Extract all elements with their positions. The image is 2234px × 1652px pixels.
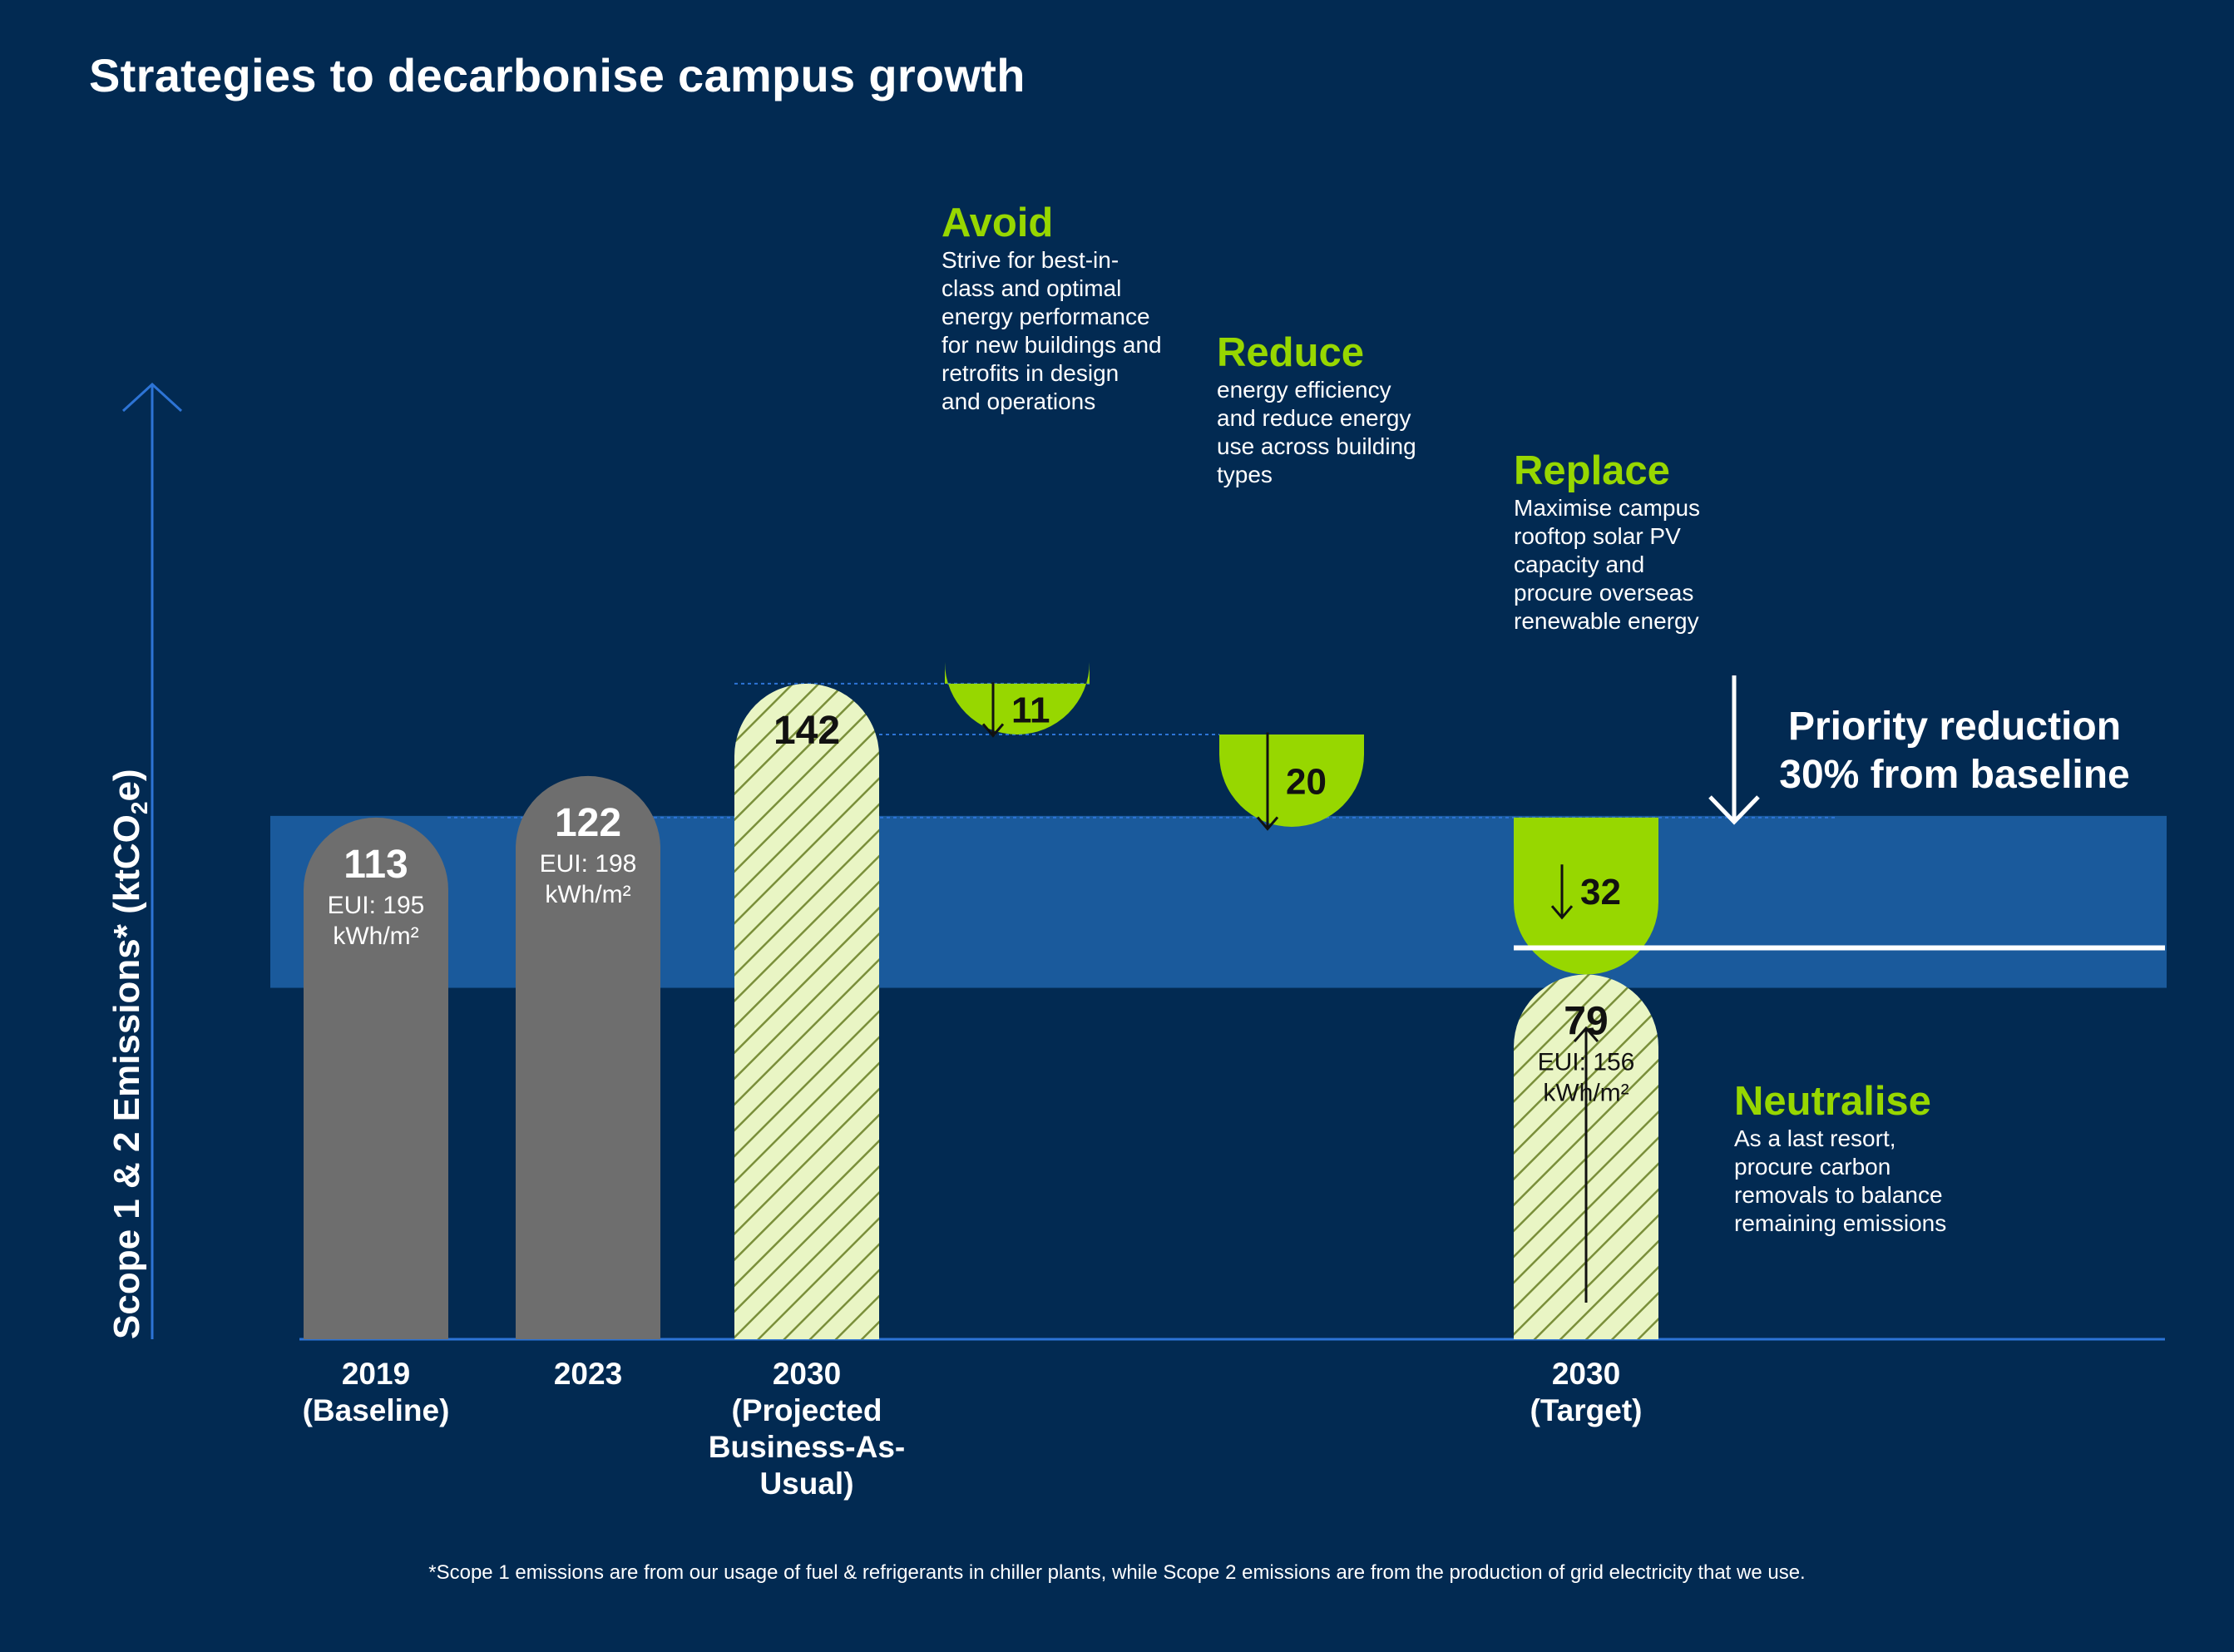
bar-2 xyxy=(516,775,660,1339)
strategy-description: As a last resort, procure carbon removal… xyxy=(1734,1125,1947,1236)
bar-value-label: 122 xyxy=(555,801,621,845)
bar-eui-label: kWh/m² xyxy=(545,881,630,908)
down-arrow-head-icon xyxy=(1550,905,1574,920)
bar-value-label: 142 xyxy=(773,709,840,753)
strategy-caption-avoid: Avoid Strive for best-in- class and optim… xyxy=(942,200,1162,416)
reduction-replace xyxy=(1514,817,1658,975)
down-arrow-head-icon xyxy=(981,723,1005,738)
strategy-title: Replace xyxy=(1514,448,1670,493)
page-title: Strategies to decarbonise campus growth xyxy=(89,49,1026,101)
bar-1 xyxy=(304,817,448,1339)
x-tick-label: 2019 (Baseline) xyxy=(302,1357,450,1427)
strategy-description: Maximise campus rooftop solar PV capacit… xyxy=(1514,495,1701,634)
bar-eui-label: EUI: 195 xyxy=(328,892,425,919)
strategy-title: Reduce xyxy=(1217,330,1365,375)
bar-eui-label: kWh/m² xyxy=(333,922,418,950)
reduction-value-label: 20 xyxy=(1286,761,1327,802)
strategy-caption-replace: Replace Maximise campus rooftop solar PV … xyxy=(1514,448,1700,636)
down-arrow-head-icon xyxy=(1256,816,1279,831)
x-tick-label: 2023 xyxy=(553,1357,623,1391)
strategy-title: Avoid xyxy=(942,200,1054,245)
strategy-caption-neutralise: Neutralise As a last resort, procure carb… xyxy=(1734,1078,1946,1238)
x-tick-label: 2030 (Projected Business-As- Usual) xyxy=(708,1357,906,1501)
strategy-title: Neutralise xyxy=(1734,1079,1931,1124)
reduction-avoid xyxy=(945,661,1090,734)
strategy-description: energy efficiency and reduce energy use … xyxy=(1217,377,1416,487)
footnote: *Scope 1 emissions are from our usage of… xyxy=(428,1561,1806,1584)
neutralise-arrow-head-icon xyxy=(1573,1026,1599,1042)
reduction-reduce xyxy=(1219,734,1364,827)
reduction-value-label: 32 xyxy=(1580,872,1621,913)
strategy-caption-reduce: Reduce energy efficiency and reduce energ… xyxy=(1217,329,1416,489)
priority-reduction-label: Priority reduction 30% from baseline xyxy=(1747,703,2162,799)
priority-arrow-head-icon xyxy=(1708,795,1760,825)
bar-eui-label: EUI: 198 xyxy=(540,850,637,878)
reduction-value-label: 11 xyxy=(1011,690,1050,730)
strategy-description: Strive for best-in- class and optimal en… xyxy=(942,247,1162,414)
x-tick-label: 2030 (Target) xyxy=(1530,1357,1643,1427)
y-axis-arrow-icon xyxy=(121,382,183,413)
bar-3 xyxy=(734,683,879,1339)
priority-reduction-text: Priority reduction 30% from baseline xyxy=(1779,705,2130,797)
bar-value-label: 113 xyxy=(344,843,408,887)
